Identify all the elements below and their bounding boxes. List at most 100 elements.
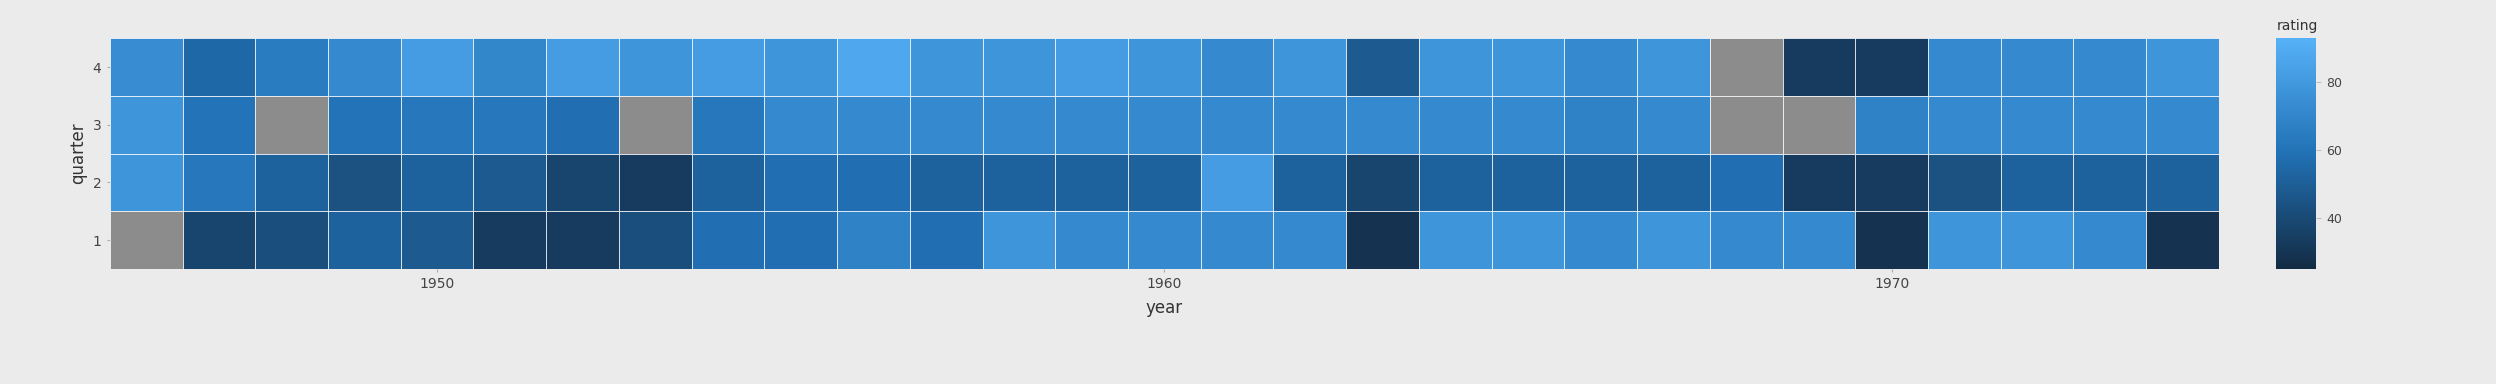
Bar <box>1345 38 1418 96</box>
Bar <box>1855 38 1927 96</box>
Bar <box>1637 154 1710 211</box>
Bar <box>182 96 255 154</box>
Bar <box>402 211 474 269</box>
Bar <box>1128 154 1201 211</box>
Bar <box>110 96 182 154</box>
Bar <box>2002 211 2074 269</box>
Bar <box>2074 96 2147 154</box>
Bar <box>1056 154 1128 211</box>
Bar <box>619 38 691 96</box>
Bar <box>110 211 182 269</box>
Bar <box>1855 96 1927 154</box>
Bar <box>1273 211 1345 269</box>
Bar <box>327 38 402 96</box>
Bar <box>1056 38 1128 96</box>
Bar <box>619 211 691 269</box>
Bar <box>1927 154 2002 211</box>
Bar <box>474 211 547 269</box>
Bar <box>1855 211 1927 269</box>
Bar <box>1201 96 1273 154</box>
Bar <box>1565 211 1637 269</box>
Bar <box>1782 38 1855 96</box>
Bar <box>327 154 402 211</box>
Bar <box>983 154 1056 211</box>
Bar <box>619 154 691 211</box>
Bar <box>1056 96 1128 154</box>
Y-axis label: quarter: quarter <box>70 123 87 184</box>
Bar <box>1201 154 1273 211</box>
Bar <box>1565 96 1637 154</box>
Bar <box>2074 211 2147 269</box>
Bar <box>1855 154 1927 211</box>
Bar <box>983 38 1056 96</box>
Bar <box>1273 154 1345 211</box>
Text: rating: rating <box>2276 19 2319 33</box>
Bar <box>619 96 691 154</box>
Bar <box>983 96 1056 154</box>
Bar <box>1201 211 1273 269</box>
Bar <box>1128 96 1201 154</box>
Bar <box>1201 38 1273 96</box>
Bar <box>110 154 182 211</box>
Bar <box>1128 211 1201 269</box>
Bar <box>1710 211 1782 269</box>
Bar <box>764 154 836 211</box>
Bar <box>110 38 182 96</box>
Bar <box>255 38 327 96</box>
X-axis label: year: year <box>1146 300 1183 318</box>
Bar <box>1493 96 1565 154</box>
Bar <box>182 211 255 269</box>
Bar <box>911 96 983 154</box>
Bar <box>2147 211 2219 269</box>
Bar <box>2074 38 2147 96</box>
Bar <box>1345 211 1418 269</box>
Bar <box>2147 38 2219 96</box>
Bar <box>1345 154 1418 211</box>
Bar <box>1710 154 1782 211</box>
Bar <box>1418 96 1493 154</box>
Bar <box>764 211 836 269</box>
Bar <box>836 96 911 154</box>
Bar <box>327 211 402 269</box>
Bar <box>1128 38 1201 96</box>
Bar <box>836 38 911 96</box>
Bar <box>836 154 911 211</box>
Bar <box>836 211 911 269</box>
Bar <box>911 211 983 269</box>
Bar <box>2002 38 2074 96</box>
Bar <box>2147 96 2219 154</box>
Bar <box>1637 38 1710 96</box>
Bar <box>1637 211 1710 269</box>
Bar <box>691 38 764 96</box>
Bar <box>255 96 327 154</box>
Bar <box>1273 96 1345 154</box>
Bar <box>2074 154 2147 211</box>
Bar <box>1493 154 1565 211</box>
Bar <box>983 211 1056 269</box>
Bar <box>691 154 764 211</box>
Bar <box>547 211 619 269</box>
Bar <box>1927 38 2002 96</box>
Bar <box>547 154 619 211</box>
Bar <box>911 154 983 211</box>
Bar <box>182 154 255 211</box>
Bar <box>182 38 255 96</box>
Bar <box>1637 96 1710 154</box>
Bar <box>474 38 547 96</box>
Bar <box>1056 211 1128 269</box>
Bar <box>911 38 983 96</box>
Bar <box>402 154 474 211</box>
Bar <box>1418 154 1493 211</box>
Bar <box>691 96 764 154</box>
Bar <box>1782 211 1855 269</box>
Bar <box>1565 154 1637 211</box>
Bar <box>1927 211 2002 269</box>
Bar <box>474 96 547 154</box>
Bar <box>2002 154 2074 211</box>
Bar <box>255 154 327 211</box>
Bar <box>1493 211 1565 269</box>
Bar <box>547 96 619 154</box>
Bar <box>474 154 547 211</box>
Bar <box>402 38 474 96</box>
Bar <box>764 96 836 154</box>
